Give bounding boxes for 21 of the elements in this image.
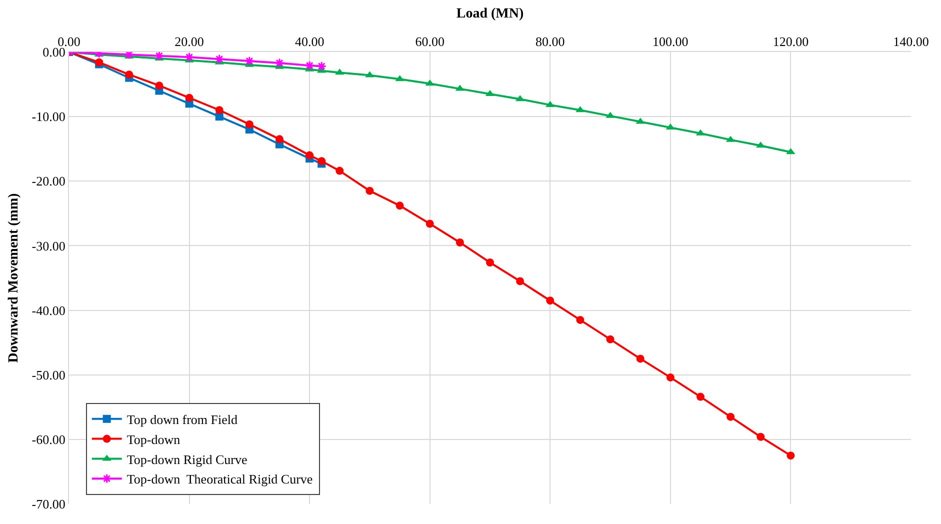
y-tick-label: -70.00 xyxy=(32,496,66,512)
y-tick-label: -20.00 xyxy=(32,174,66,189)
x-tick-label: 60.00 xyxy=(415,34,444,49)
y-tick-label: -60.00 xyxy=(32,432,66,447)
legend-label: Top-down xyxy=(126,432,181,447)
y-tick-label: -10.00 xyxy=(32,109,66,124)
x-tick-label: 40.00 xyxy=(294,34,324,49)
legend-label: Top-down Rigid Curve xyxy=(126,452,248,467)
x-tick-label: 140.00 xyxy=(893,34,929,49)
x-tick-label: 80.00 xyxy=(536,34,565,49)
y-tick-label: -40.00 xyxy=(32,302,66,318)
legend-label: Top down from Field xyxy=(126,412,238,427)
x-axis-title: Load (MN) xyxy=(456,6,524,22)
y-tick-label: -50.00 xyxy=(32,367,66,382)
y-axis-title: Downward Movement (mm) xyxy=(6,192,22,363)
legend-label: Top-down Theoratical Rigid Curve xyxy=(126,472,313,487)
x-tick-label: 0.00 xyxy=(58,34,80,49)
x-tick-label: 20.00 xyxy=(174,34,204,49)
x-tick-label: 120.00 xyxy=(772,34,809,49)
x-tick-label: 100.00 xyxy=(652,34,688,49)
y-tick-label: -30.00 xyxy=(32,238,66,254)
